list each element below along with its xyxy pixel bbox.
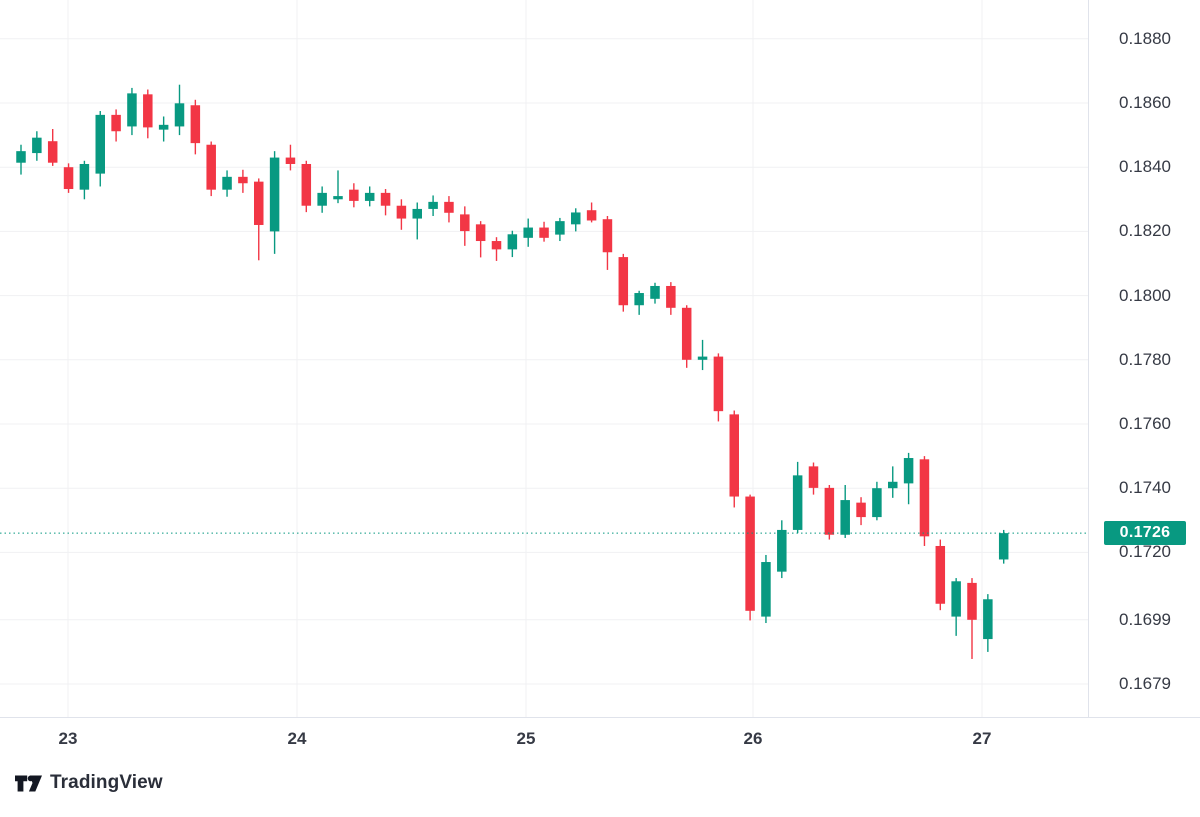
candle-body (460, 214, 470, 232)
candle-body (951, 581, 961, 617)
price-axis-label: 0.1820 (1119, 221, 1171, 241)
candle-body (47, 141, 58, 163)
candle-body (301, 163, 312, 206)
candle-body (380, 192, 391, 206)
candle-body (333, 196, 343, 200)
candle-body (856, 502, 866, 518)
candle-body (888, 481, 898, 489)
price-axis-label: 0.1760 (1119, 414, 1171, 433)
time-axis-label: 26 (743, 728, 763, 748)
candle-body (238, 176, 248, 184)
candle-body (919, 459, 930, 537)
price-axis-label: 0.1800 (1119, 285, 1171, 305)
price-axis-label: 0.1840 (1119, 157, 1171, 177)
tradingview-attribution-link[interactable]: TradingView (15, 772, 163, 794)
chart-plot-area[interactable] (0, 0, 1088, 717)
candle-body (602, 219, 613, 253)
candle-body (586, 210, 597, 221)
candle-body (222, 176, 232, 190)
price-axis-label: 0.1740 (1119, 478, 1171, 498)
candle-body (349, 189, 359, 201)
candle-body (824, 487, 835, 535)
candle-body (792, 475, 803, 530)
candle-body (840, 500, 850, 535)
candle-body (111, 114, 121, 132)
time-axis-label: 23 (58, 728, 78, 748)
candle-body (571, 212, 581, 225)
candle-body (634, 293, 644, 306)
time-axis-label: 24 (287, 728, 307, 748)
tradingview-logo-icon (15, 775, 42, 791)
candle-body (713, 356, 724, 412)
price-axis-label: 0.1880 (1119, 28, 1171, 48)
candle-body (127, 93, 137, 127)
last-price-badge: 0.1726 (1104, 521, 1186, 546)
candle-body (681, 307, 692, 360)
candle-body (190, 105, 201, 144)
last-price-value: 0.1726 (1119, 524, 1171, 542)
candle-body (158, 124, 169, 130)
candle-body (983, 599, 993, 640)
time-axis-label: 27 (972, 728, 992, 748)
candle-body (777, 529, 787, 572)
price-axis-label: 0.1679 (1119, 674, 1171, 693)
price-axis-label: 0.1699 (1119, 609, 1171, 629)
time-axis-label: 25 (516, 728, 536, 748)
candle-body (729, 414, 739, 497)
candle-body (95, 114, 105, 174)
candle-body (967, 582, 977, 620)
candle-body (650, 285, 660, 299)
candle-body (412, 208, 422, 219)
price-axis[interactable]: 0.1726 0.1880 0.1860 0.1840 0.1820 0.1800 0.1… (1088, 0, 1200, 717)
candle-body (475, 224, 486, 242)
time-axis[interactable]: 23 24 25 26 27 (0, 717, 1200, 760)
candle-body (872, 488, 882, 518)
candle-body (63, 167, 74, 190)
candle-body (666, 285, 676, 308)
candle-body (745, 496, 755, 611)
price-axis-label: 0.1720 (1119, 542, 1171, 562)
candle-body (254, 181, 264, 225)
candle-body (903, 458, 914, 484)
tradingview-attribution-text: TradingView (50, 772, 163, 793)
price-axis-label: 0.1780 (1119, 349, 1171, 369)
candle-body (16, 151, 26, 163)
candle-body (269, 157, 280, 232)
candle-body (32, 137, 42, 154)
candle-body (998, 533, 1009, 560)
candle-body (364, 192, 375, 201)
candle-body (761, 562, 771, 617)
candle-body (79, 163, 90, 190)
candle-body (555, 221, 565, 235)
candle-body (618, 257, 629, 306)
chart-footer: TradingView (0, 758, 1200, 817)
candle-body (697, 356, 708, 360)
candle-body (539, 227, 549, 238)
candle-body (935, 545, 946, 604)
candle-body (523, 227, 533, 238)
candle-body (396, 205, 407, 219)
candlestick-chart-canvas (0, 0, 1088, 717)
candle-body (285, 157, 296, 164)
candle-body (428, 201, 438, 209)
candle-body (808, 466, 819, 488)
candle-body (174, 103, 185, 127)
candle-body (206, 144, 216, 190)
candle-body (491, 241, 502, 250)
candle-body (143, 94, 153, 128)
candle-body (444, 201, 454, 213)
candle-body (317, 192, 327, 206)
price-axis-label: 0.1860 (1119, 93, 1171, 112)
candle-body (507, 234, 518, 250)
